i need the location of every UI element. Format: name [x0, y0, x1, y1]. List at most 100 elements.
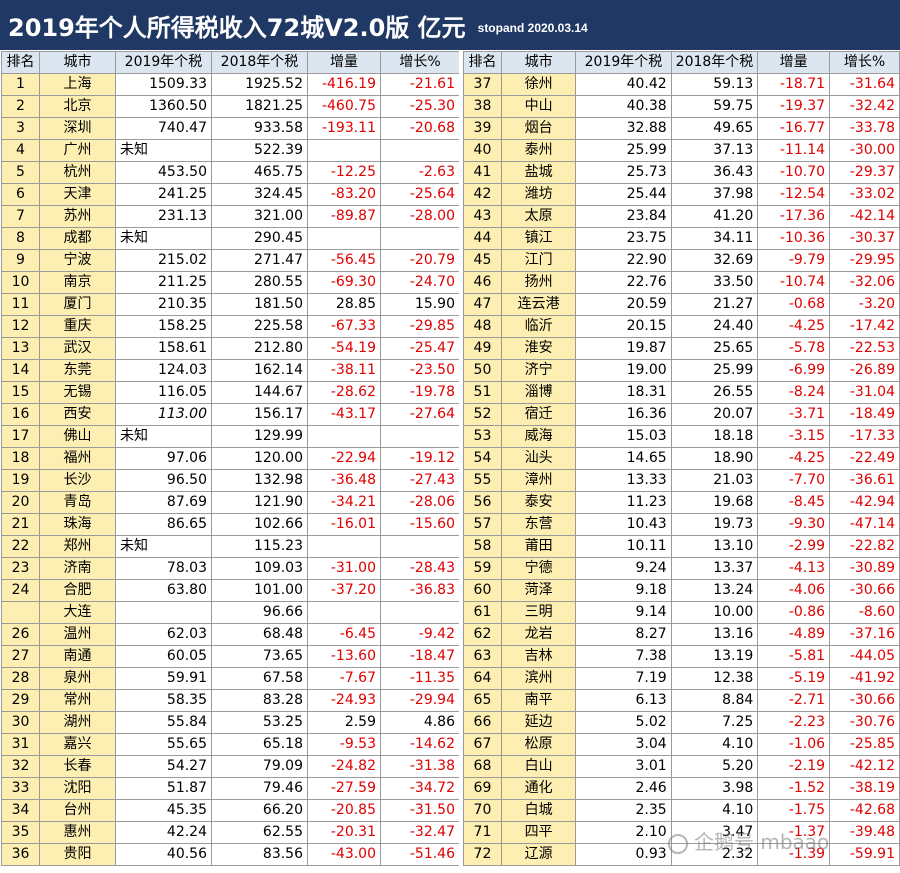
rank-cell: 50	[463, 359, 502, 382]
delta-cell: -36.48	[307, 469, 381, 492]
header-pct: 增长%	[380, 51, 460, 74]
table-row: 21 珠海 86.65 102.66 -16.01 -15.60	[1, 513, 460, 536]
delta-cell	[307, 425, 381, 448]
rank-cell: 14	[1, 359, 40, 382]
city-cell: 惠州	[39, 821, 116, 844]
table-row: 36 贵阳 40.56 83.56 -43.00 -51.46	[1, 843, 460, 866]
rank-cell: 53	[463, 425, 502, 448]
header-2018: 2018年个税	[211, 51, 308, 74]
table-row: 24 合肥 63.80 101.00 -37.20 -36.83	[1, 579, 460, 602]
table-row: 4 广州 未知 522.39	[1, 139, 460, 162]
tax-2018-cell: 20.07	[670, 403, 759, 426]
tax-2019-cell: 20.15	[575, 315, 672, 338]
delta-cell: -10.36	[757, 227, 831, 250]
tax-2018-cell: 79.09	[211, 755, 308, 778]
growth-cell: -47.14	[829, 513, 900, 536]
tax-2018-cell: 25.65	[670, 337, 759, 360]
growth-cell: -28.06	[380, 491, 460, 514]
tax-2019-cell: 116.05	[115, 381, 212, 404]
city-cell: 嘉兴	[39, 733, 116, 756]
tax-2019-cell: 215.02	[115, 249, 212, 272]
rank-cell: 48	[463, 315, 502, 338]
watermark: 企鹅号 mbaao	[668, 826, 829, 855]
rank-cell: 3	[1, 117, 40, 140]
city-cell: 漳州	[500, 469, 577, 492]
table-row: 50 济宁 19.00 25.99 -6.99 -26.89	[463, 359, 900, 382]
delta-cell: -43.00	[307, 843, 381, 866]
city-cell: 珠海	[39, 513, 116, 536]
delta-cell: -13.60	[307, 645, 381, 668]
tax-2018-cell: 19.73	[670, 513, 759, 536]
growth-cell: -18.49	[829, 403, 900, 426]
city-cell: 威海	[500, 425, 577, 448]
table-row: 60 菏泽 9.18 13.24 -4.06 -30.66	[463, 579, 900, 602]
tax-2019-cell: 158.25	[115, 315, 212, 338]
delta-cell: -1.06	[757, 733, 831, 756]
growth-cell: -9.42	[380, 623, 460, 646]
table-row: 9 宁波 215.02 271.47 -56.45 -20.79	[1, 249, 460, 272]
tax-2018-cell: 109.03	[211, 557, 308, 580]
rank-cell: 44	[463, 227, 502, 250]
city-cell: 南平	[500, 689, 577, 712]
growth-cell: -25.30	[380, 95, 460, 118]
tax-2019-cell: 7.38	[575, 645, 672, 668]
rank-cell: 9	[1, 249, 40, 272]
delta-cell: -12.54	[757, 183, 831, 206]
rank-cell: 19	[1, 469, 40, 492]
delta-cell: -5.81	[757, 645, 831, 668]
growth-cell: -31.38	[380, 755, 460, 778]
rank-cell: 37	[463, 73, 502, 96]
growth-cell: -22.49	[829, 447, 900, 470]
tax-2018-cell: 321.00	[211, 205, 308, 228]
growth-cell: -17.33	[829, 425, 900, 448]
city-cell: 湖州	[39, 711, 116, 734]
table-row: 34 台州 45.35 66.20 -20.85 -31.50	[1, 799, 460, 822]
tax-2018-cell: 62.55	[211, 821, 308, 844]
table-row: 58 莆田 10.11 13.10 -2.99 -22.82	[463, 535, 900, 558]
tax-2019-cell: 22.76	[575, 271, 672, 294]
growth-cell: -20.68	[380, 117, 460, 140]
growth-cell: 4.86	[380, 711, 460, 734]
delta-cell: -2.19	[757, 755, 831, 778]
delta-cell: -9.79	[757, 249, 831, 272]
rank-cell: 29	[1, 689, 40, 712]
rank-cell: 58	[463, 535, 502, 558]
page-title: 2019年个人所得税收入72城V2.0版 亿元	[8, 13, 466, 42]
city-cell: 白城	[500, 799, 577, 822]
city-cell: 南京	[39, 271, 116, 294]
growth-cell: -21.61	[380, 73, 460, 96]
rank-cell: 43	[463, 205, 502, 228]
tax-2019-cell: 未知	[115, 139, 212, 162]
page-subtitle: stopand 2020.03.14	[477, 21, 588, 35]
table-divider	[459, 51, 462, 873]
header-2019: 2019年个税	[575, 51, 672, 74]
table-row: 12 重庆 158.25 225.58 -67.33 -29.85	[1, 315, 460, 338]
rank-cell: 57	[463, 513, 502, 536]
tax-2018-cell: 65.18	[211, 733, 308, 756]
tax-2018-cell: 2.32	[670, 843, 759, 866]
growth-cell: -25.85	[829, 733, 900, 756]
tax-2019-cell: 23.84	[575, 205, 672, 228]
city-cell: 四平	[500, 821, 577, 844]
delta-cell: -6.45	[307, 623, 381, 646]
table-row: 28 泉州 59.91 67.58 -7.67 -11.35	[1, 667, 460, 690]
rank-cell: 47	[463, 293, 502, 316]
table-row: 15 无锡 116.05 144.67 -28.62 -19.78	[1, 381, 460, 404]
growth-cell: -38.19	[829, 777, 900, 800]
tax-2018-cell: 25.99	[670, 359, 759, 382]
rank-cell: 52	[463, 403, 502, 426]
city-cell: 济宁	[500, 359, 577, 382]
growth-cell: -59.91	[829, 843, 900, 866]
rank-cell: 10	[1, 271, 40, 294]
growth-cell: -33.02	[829, 183, 900, 206]
city-cell: 台州	[39, 799, 116, 822]
rank-cell: 64	[463, 667, 502, 690]
tax-2018-cell: 280.55	[211, 271, 308, 294]
city-cell: 合肥	[39, 579, 116, 602]
rank-cell: 59	[463, 557, 502, 580]
table-row: 65 南平 6.13 8.84 -2.71 -30.66	[463, 689, 900, 712]
table-row: 52 宿迁 16.36 20.07 -3.71 -18.49	[463, 403, 900, 426]
table-row: 43 太原 23.84 41.20 -17.36 -42.14	[463, 205, 900, 228]
tax-2018-cell: 34.11	[670, 227, 759, 250]
city-cell: 无锡	[39, 381, 116, 404]
